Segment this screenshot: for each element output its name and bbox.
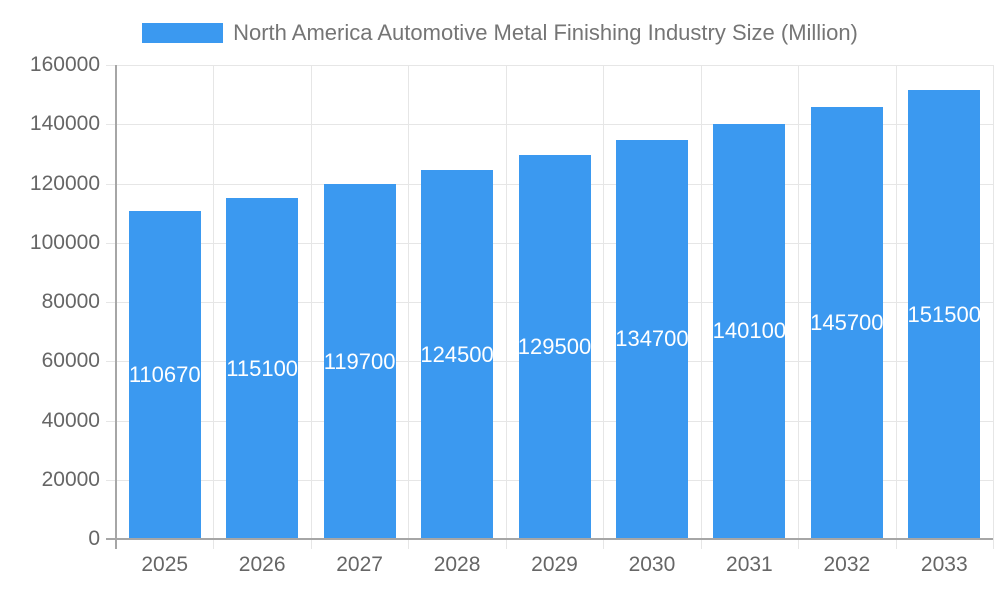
legend-label: North America Automotive Metal Finishing… [233,20,858,45]
x-gridline [896,65,897,549]
y-axis-tick-label: 60000 [41,349,100,373]
y-axis-tick-label: 80000 [41,290,100,313]
y-axis-tick-label: 0 [88,527,100,550]
x-gridline [408,65,409,549]
x-axis-tick-label-2028: 2028 [433,553,481,576]
x-axis-tick-label-2025: 2025 [141,553,189,576]
x-gridline [993,65,994,549]
y-axis-tick-label: 140000 [29,112,100,136]
x-gridline [311,65,312,549]
y-axis-tick-label: 100000 [29,230,100,254]
x-gridline [701,65,702,549]
y-axis-tick-label: 40000 [41,408,100,432]
x-axis-tick-label-2027: 2027 [336,553,383,576]
bar-2026[interactable] [226,198,299,539]
bar-2028[interactable] [421,170,494,539]
legend-swatch-icon [142,23,224,43]
bar-2030[interactable] [615,139,688,539]
bar-2032[interactable] [810,107,883,539]
x-axis-tick-label-2031: 2031 [726,553,773,576]
x-gridline [213,65,214,549]
x-axis-tick-label-2030: 2030 [628,553,676,576]
bar-2029[interactable] [518,155,591,539]
y-axis-tick-label: 20000 [41,467,100,491]
x-axis-tick-label-2032: 2032 [823,553,871,576]
y-axis-tick-label: 120000 [29,171,100,195]
y-axis-line [115,65,117,549]
x-axis-tick-label-2033: 2033 [920,553,968,576]
y-gridline [106,124,993,125]
bar-2025[interactable] [128,211,201,539]
bar-2031[interactable] [713,123,786,539]
x-axis-tick-label-2026: 2026 [238,553,286,576]
y-axis-tick-label: 160000 [29,53,100,76]
bar-2027[interactable] [323,184,396,539]
x-gridline [798,65,799,549]
bar-2033[interactable] [908,90,981,539]
x-gridline [506,65,507,549]
x-axis-tick-label-2029: 2029 [531,553,578,576]
x-axis-baseline [106,538,993,540]
y-gridline [106,65,993,66]
x-gridline [603,65,604,549]
legend[interactable]: North America Automotive Metal Finishing… [0,20,1000,46]
